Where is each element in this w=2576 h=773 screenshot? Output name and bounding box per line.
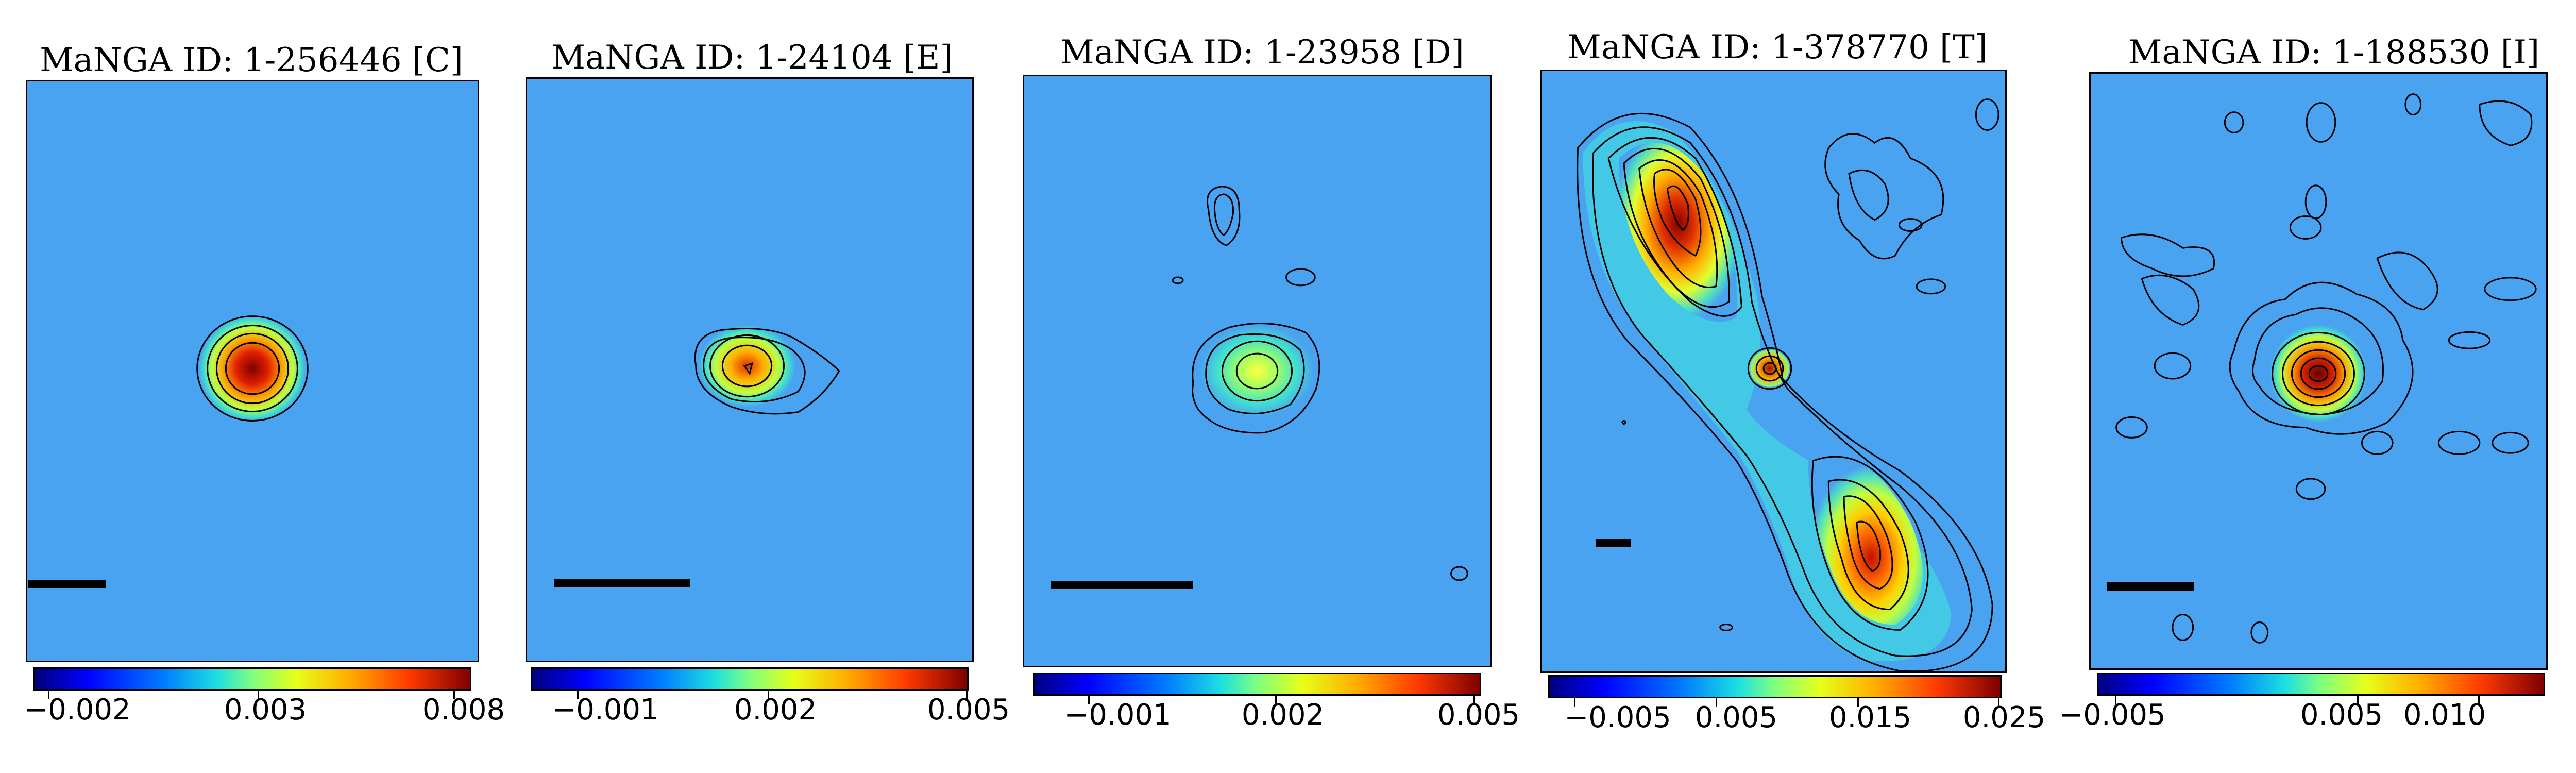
colorbar-tick bbox=[1473, 696, 1475, 704]
colorbar bbox=[531, 667, 969, 691]
colorbar-tick bbox=[2357, 696, 2359, 704]
scale-bar bbox=[2107, 582, 2194, 591]
colorbar-tick-label: 0.002 bbox=[1241, 698, 1325, 732]
intensity-map bbox=[2089, 72, 2548, 670]
scale-bar bbox=[554, 579, 690, 587]
scale-bar bbox=[1596, 539, 1631, 547]
colorbar bbox=[1548, 675, 2002, 698]
colorbar-tick bbox=[48, 691, 49, 699]
colorbar-tick-label: −0.001 bbox=[552, 693, 659, 727]
panel-title: MaNGA ID: 1-188530 [I] bbox=[2128, 33, 2540, 72]
colorbar-tick-label: 0.015 bbox=[1828, 701, 1912, 734]
colorbar-tick bbox=[1275, 696, 1277, 704]
colorbar-tick bbox=[2478, 696, 2480, 704]
colorbar-tick bbox=[966, 691, 968, 699]
colorbar-tick bbox=[1088, 696, 1090, 704]
colorbar-tick-label: 0.008 bbox=[422, 693, 505, 727]
colorbar-tick-label: 0.003 bbox=[224, 693, 307, 727]
intensity-map bbox=[526, 77, 974, 662]
colorbar-tick bbox=[2115, 696, 2116, 704]
scale-bar bbox=[28, 580, 106, 588]
colorbar-tick-label: 0.005 bbox=[2300, 698, 2383, 732]
panel-title: MaNGA ID: 1-256446 [C] bbox=[40, 41, 463, 79]
colorbar-tick-label: −0.002 bbox=[24, 693, 131, 727]
colorbar-tick bbox=[453, 691, 455, 699]
panel-title: MaNGA ID: 1-24104 [E] bbox=[551, 39, 953, 77]
colorbar-tick-label: −0.005 bbox=[2059, 698, 2166, 732]
colorbar bbox=[33, 667, 471, 691]
colorbar-tick bbox=[1998, 698, 1999, 707]
colorbar bbox=[2097, 673, 2545, 696]
colorbar-tick-label: 0.005 bbox=[1437, 698, 1520, 732]
colorbar-tick bbox=[577, 691, 579, 699]
colorbar-tick-label: −0.001 bbox=[1064, 698, 1172, 732]
colorbar bbox=[1033, 673, 1481, 696]
colorbar-tick bbox=[1857, 698, 1859, 707]
scale-bar bbox=[1051, 581, 1193, 589]
colorbar-tick-label: 0.005 bbox=[1694, 701, 1778, 734]
colorbar-tick bbox=[1716, 698, 1717, 707]
colorbar-tick-label: 0.002 bbox=[734, 693, 817, 727]
colorbar-tick bbox=[768, 691, 769, 699]
panel-title: MaNGA ID: 1-23958 [D] bbox=[1060, 33, 1464, 72]
intensity-map bbox=[1540, 70, 2007, 673]
colorbar-tick bbox=[258, 691, 259, 699]
colorbar-tick-label: 0.025 bbox=[1962, 701, 2046, 734]
colorbar-tick-label: −0.005 bbox=[1564, 701, 1671, 734]
colorbar-tick-label: 0.010 bbox=[2403, 698, 2486, 732]
intensity-map bbox=[26, 80, 479, 662]
intensity-map bbox=[1023, 75, 1492, 667]
panel-title: MaNGA ID: 1-378770 [T] bbox=[1567, 28, 1988, 66]
colorbar-tick bbox=[1574, 698, 1575, 707]
colorbar-tick-label: 0.005 bbox=[927, 693, 1010, 727]
